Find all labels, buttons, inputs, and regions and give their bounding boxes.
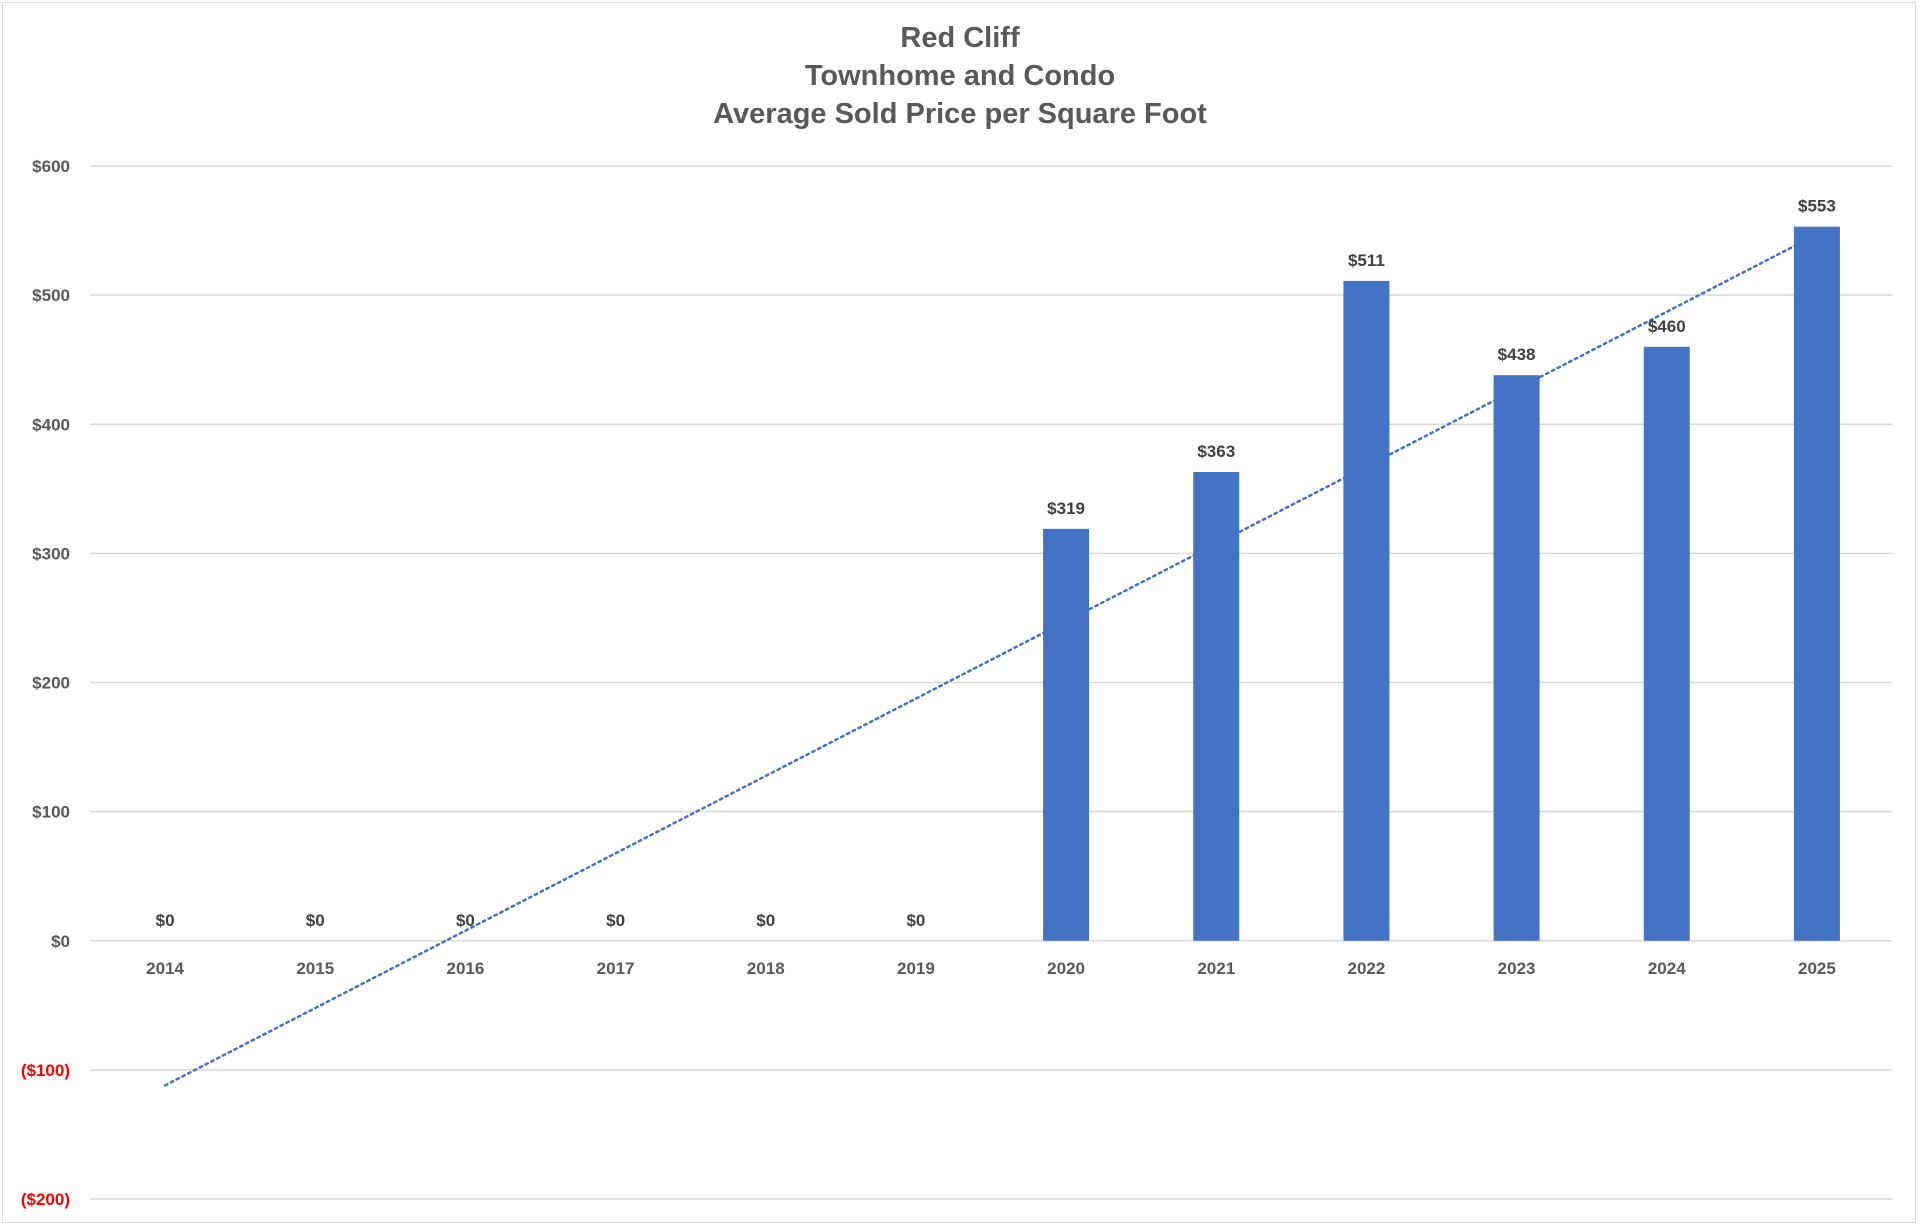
trendline [163, 233, 1819, 1087]
data-label: $511 [1348, 251, 1385, 270]
data-label: $553 [1798, 197, 1836, 216]
y-tick-label: $600 [32, 157, 70, 176]
y-tick-label: ($200) [21, 1190, 70, 1209]
x-tick-label: 2025 [1798, 959, 1836, 978]
data-label: $0 [756, 911, 775, 930]
y-tick-label: $300 [32, 544, 70, 563]
x-tick-label: 2021 [1197, 959, 1235, 978]
x-tick-label: 2022 [1348, 959, 1386, 978]
bar-2022 [1343, 280, 1390, 941]
y-tick-label: ($100) [21, 1061, 70, 1080]
bar-2023 [1493, 375, 1540, 941]
x-tick-label: 2018 [747, 959, 785, 978]
x-tick-label: 2023 [1498, 959, 1536, 978]
bar-2020 [1043, 528, 1090, 941]
data-label: $0 [906, 911, 925, 930]
bar-2024 [1643, 346, 1690, 941]
x-tick-label: 2015 [296, 959, 334, 978]
x-tick-label: 2016 [447, 959, 485, 978]
x-tick-label: 2020 [1047, 959, 1085, 978]
x-tick-label: 2014 [146, 959, 184, 978]
y-tick-label: $100 [32, 803, 70, 822]
y-tick-label: $500 [32, 286, 70, 305]
data-label: $0 [156, 911, 175, 930]
data-label: $0 [306, 911, 325, 930]
x-tick-label: 2019 [897, 959, 935, 978]
bar-2025 [1793, 226, 1840, 941]
data-label: $319 [1047, 499, 1085, 518]
data-label: $363 [1197, 442, 1235, 461]
data-label: $460 [1648, 317, 1686, 336]
chart-title-line-1: Red Cliff [900, 22, 1020, 54]
data-label: $0 [606, 911, 625, 930]
y-tick-label: $400 [32, 415, 70, 434]
chart-title-line-2: Townhome and Condo [804, 60, 1116, 92]
x-tick-label: 2024 [1648, 959, 1686, 978]
x-tick-label: 2017 [597, 959, 635, 978]
chart-title-line-3: Average Sold Price per Square Foot [713, 98, 1207, 130]
y-tick-label: $200 [32, 674, 70, 693]
bar-2021 [1193, 472, 1240, 941]
data-label: $438 [1498, 345, 1536, 364]
y-tick-label: $0 [51, 932, 70, 951]
data-label: $0 [456, 911, 475, 930]
